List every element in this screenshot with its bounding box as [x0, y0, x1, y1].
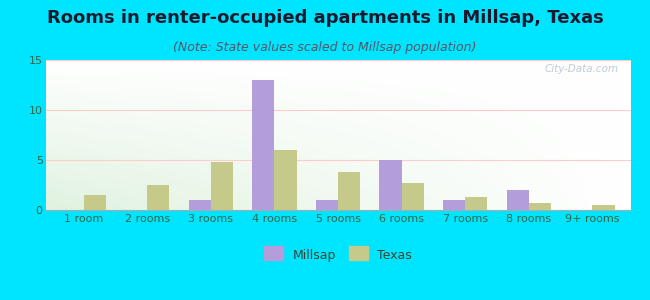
- Bar: [528, 203, 551, 210]
- Bar: [274, 150, 296, 210]
- Text: City-Data.com: City-Data.com: [545, 64, 619, 74]
- Text: (Note: State values scaled to Millsap population): (Note: State values scaled to Millsap po…: [174, 40, 476, 53]
- Bar: [465, 197, 488, 210]
- Bar: [84, 195, 106, 210]
- Bar: [592, 205, 615, 210]
- Bar: [380, 160, 402, 210]
- Legend: Millsap, Texas: Millsap, Texas: [259, 244, 417, 267]
- Bar: [506, 190, 528, 210]
- Bar: [316, 200, 338, 210]
- Bar: [148, 185, 170, 210]
- Bar: [188, 200, 211, 210]
- Bar: [402, 183, 424, 210]
- Bar: [338, 172, 360, 210]
- Bar: [211, 162, 233, 210]
- Bar: [443, 200, 465, 210]
- Bar: [252, 80, 274, 210]
- Text: Rooms in renter-occupied apartments in Millsap, Texas: Rooms in renter-occupied apartments in M…: [47, 9, 603, 27]
